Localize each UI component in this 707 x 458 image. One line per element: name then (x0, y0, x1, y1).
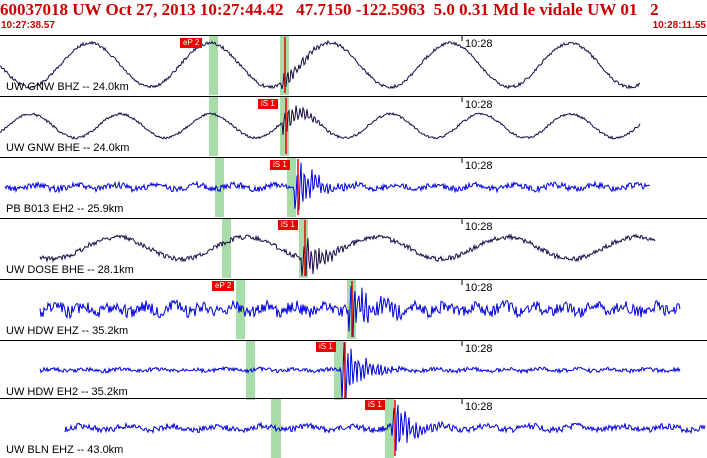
event-title: 60037018 UW Oct 27, 2013 10:27:44.42 47.… (0, 0, 659, 19)
arrival-window (209, 97, 218, 156)
waveform-plot (0, 398, 707, 458)
waveform-trace (0, 105, 641, 140)
waveform-trace (64, 404, 706, 451)
channel-label: UW GNW BHE -- 24.0km (6, 142, 130, 154)
waveform-trace (4, 162, 650, 211)
waveform-plot (0, 157, 707, 217)
phase-pick-flag[interactable]: iS 1 (270, 160, 290, 170)
window-start-time: 10:27:38.57 (1, 20, 55, 31)
channel-label: UW DOSE BHE -- 28.1km (6, 264, 134, 276)
channel-label: UW BLN EHZ -- 43.0km (6, 444, 124, 456)
arrival-window (222, 219, 231, 278)
seismogram-panel[interactable]: iS 1 10:28 UW DOSE BHE -- 28.1km (0, 218, 707, 278)
channel-label: UW HDW EH2 -- 35.2km (6, 386, 128, 398)
arrival-window (385, 399, 394, 458)
time-tick-label: 10:28 (465, 221, 493, 233)
waveform-trace (39, 341, 681, 399)
seismogram-panel[interactable]: iS 1 10:28 UW BLN EHZ -- 43.0km (0, 398, 707, 458)
seismogram-panel[interactable]: iS 1 10:28 PB B013 EH2 -- 25.9km (0, 157, 707, 217)
waveform-plot (0, 96, 707, 156)
phase-pick-flag[interactable]: eP 2 (212, 281, 235, 291)
seismogram-panel[interactable]: eP 2 10:28 UW HDW EHZ -- 35.2km (0, 279, 707, 339)
phase-pick-flag[interactable]: iS 1 (365, 400, 385, 410)
arrival-window (280, 97, 289, 156)
time-tick-label: 10:28 (465, 160, 493, 172)
channel-label: UW HDW EHZ -- 35.2km (6, 325, 129, 337)
time-tick-label: 10:28 (465, 38, 493, 50)
arrival-window (215, 158, 224, 217)
seismogram-panel[interactable]: iS 1 10:28 UW GNW BHE -- 24.0km (0, 96, 707, 156)
arrival-window (246, 341, 255, 400)
phase-pick-flag[interactable]: eP 2 (180, 38, 203, 48)
channel-label: PB B013 EH2 -- 25.9km (6, 203, 124, 215)
arrival-window (209, 36, 218, 95)
phase-pick-flag[interactable]: iS 1 (278, 220, 298, 230)
phase-pick-flag[interactable]: iS 1 (258, 99, 278, 109)
waveform-plot (0, 279, 707, 339)
channel-label: UW GNW BHZ -- 24.0km (6, 81, 129, 93)
waveform-trace (39, 285, 681, 338)
waveform-plot (0, 35, 707, 95)
seismogram-panel[interactable]: eP 2 10:28 UW GNW BHZ -- 24.0km (0, 35, 707, 95)
waveform-plot (0, 218, 707, 278)
time-tick-label: 10:28 (465, 99, 493, 111)
waveform-plot (0, 340, 707, 400)
time-tick-label: 10:28 (465, 282, 493, 294)
waveform-trace (39, 233, 656, 277)
phase-pick-flag[interactable]: iS 1 (316, 342, 336, 352)
time-tick-label: 10:28 (465, 401, 493, 413)
time-tick-label: 10:28 (465, 343, 493, 355)
waveform-trace (0, 39, 641, 90)
window-end-time: 10:28:11.55 (652, 20, 706, 31)
seismogram-panel[interactable]: iS 1 10:28 UW HDW EH2 -- 35.2km (0, 340, 707, 400)
